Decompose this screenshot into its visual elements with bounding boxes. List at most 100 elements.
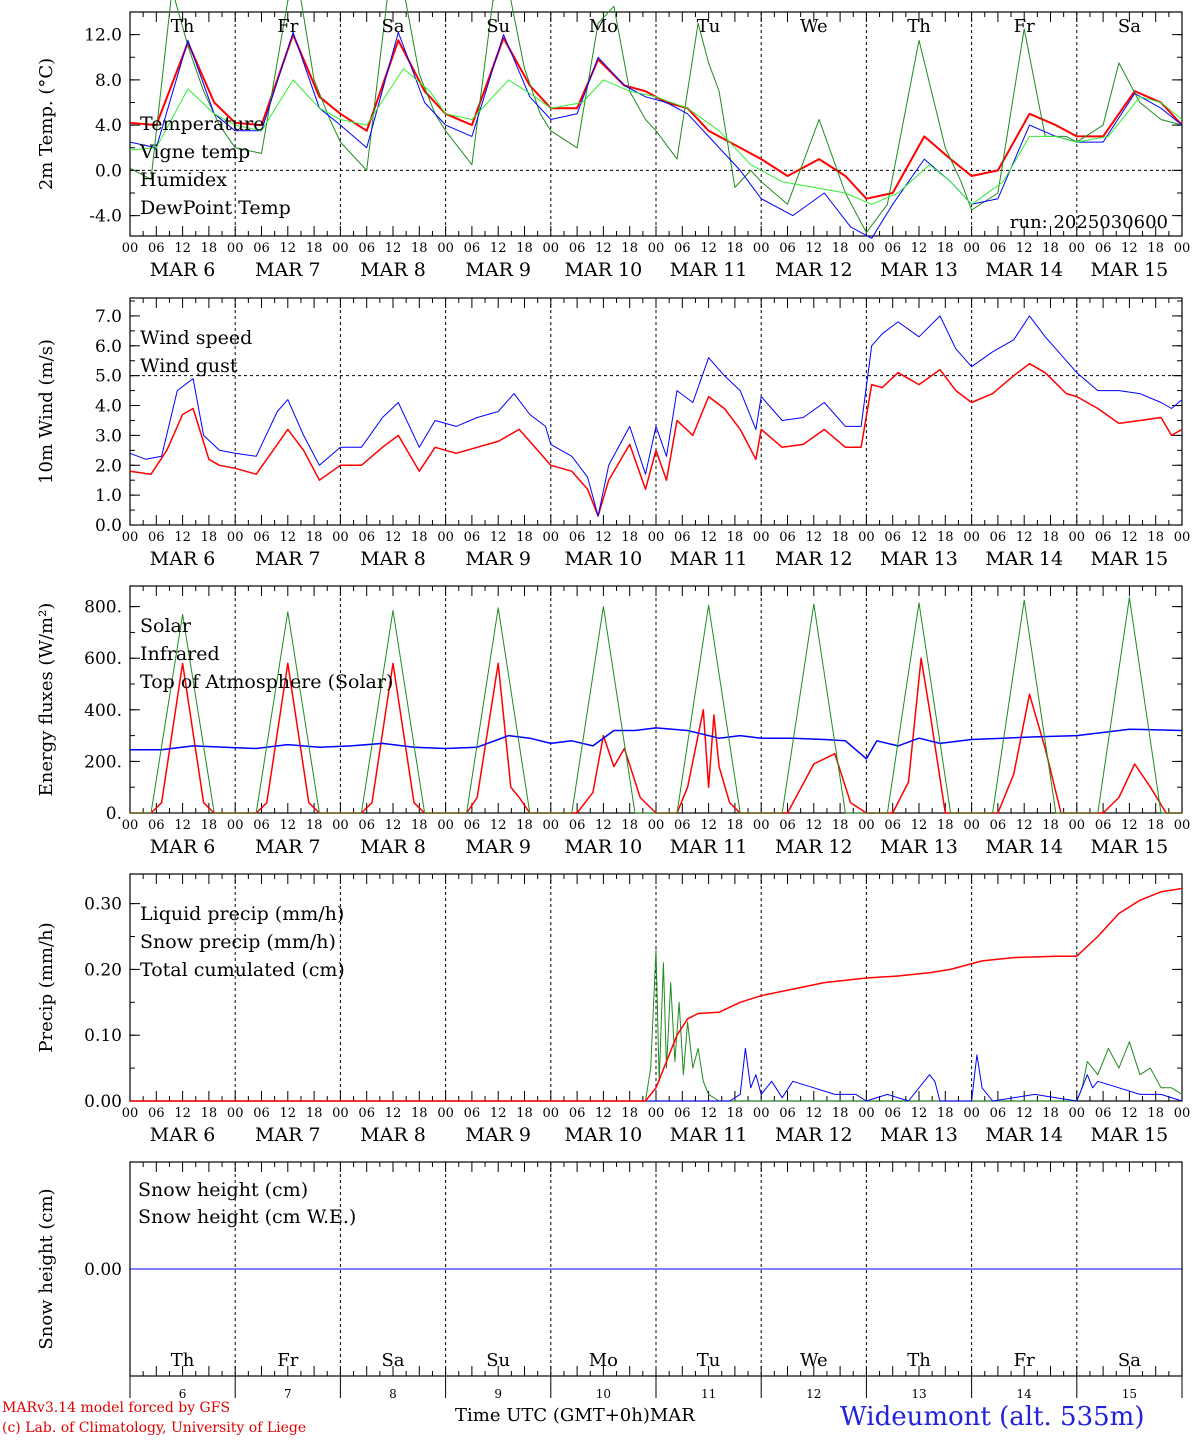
day-name: Sa — [1118, 16, 1141, 37]
y-tick-label: 4.0 — [95, 116, 122, 136]
date-label: MAR 13 — [880, 548, 958, 570]
x-axis-label: Time UTC (GMT+0h)MAR — [455, 1405, 695, 1426]
hour-label: 18 — [201, 241, 218, 256]
panel-5: 0.00 Snow height (cm) Snow height (cm W.E.… — [36, 1161, 1183, 1401]
y-tick-label: 0.20 — [84, 960, 122, 980]
y-tick-label: 1.0 — [95, 486, 122, 506]
hour-label: 12 — [280, 1106, 297, 1121]
hour-label: 00 — [963, 818, 980, 833]
day-name: Th — [907, 16, 931, 37]
hour-label: 06 — [569, 1106, 586, 1121]
hour-label: 06 — [779, 1106, 796, 1121]
day-number: 13 — [911, 1387, 926, 1401]
date-label: MAR 6 — [150, 1124, 216, 1146]
hour-label: 12 — [490, 1106, 507, 1121]
hour-label: 12 — [1016, 1106, 1033, 1121]
hour-label: 00 — [122, 241, 139, 256]
date-label: MAR 14 — [985, 1124, 1063, 1146]
hour-label: 12 — [280, 818, 297, 833]
hour-label: 06 — [779, 818, 796, 833]
date-label: MAR 11 — [670, 1124, 748, 1146]
day-number: 8 — [389, 1387, 397, 1401]
date-label: MAR 11 — [670, 259, 748, 281]
hour-label: 00 — [122, 1106, 139, 1121]
date-label: MAR 9 — [465, 548, 531, 570]
hour-label: 18 — [1147, 818, 1164, 833]
hour-label: 06 — [674, 530, 691, 545]
hour-label: 00 — [963, 241, 980, 256]
hour-label: 12 — [1016, 818, 1033, 833]
date-label: MAR 11 — [670, 836, 748, 858]
series-line-infrared — [130, 727, 1183, 760]
hour-label: 06 — [569, 241, 586, 256]
y-tick-label: 2.0 — [95, 456, 122, 476]
hour-label: 00 — [437, 530, 454, 545]
hour-label: 00 — [543, 530, 560, 545]
hour-label: 12 — [385, 1106, 402, 1121]
hour-label: 00 — [1174, 530, 1191, 545]
legend-entry: Infrared — [140, 643, 220, 665]
legend-entry: Wind gust — [140, 355, 238, 377]
day-number: 10 — [596, 1387, 611, 1401]
date-label: MAR 14 — [985, 548, 1063, 570]
hour-label: 00 — [753, 241, 770, 256]
series-line-snow-precip-mm-h- — [130, 1047, 1183, 1102]
hour-label: 18 — [1147, 241, 1164, 256]
day-name: Tu — [697, 16, 721, 37]
hour-label: 12 — [174, 241, 191, 256]
date-label: MAR 12 — [775, 836, 853, 858]
hour-label: 12 — [490, 241, 507, 256]
hour-label: 18 — [1147, 530, 1164, 545]
y-tick-label: 800. — [84, 598, 122, 618]
hour-label: 00 — [1174, 1106, 1191, 1121]
hour-label: 06 — [884, 530, 901, 545]
hour-label: 00 — [1174, 241, 1191, 256]
hour-label: 00 — [227, 241, 244, 256]
day-name: Mo — [589, 16, 618, 37]
series-line-wind-gust — [129, 315, 1183, 517]
hour-label: 00 — [332, 241, 349, 256]
hour-label: 12 — [1121, 1106, 1138, 1121]
date-label: MAR 14 — [985, 259, 1063, 281]
hour-label: 18 — [516, 818, 533, 833]
y-tick-label: 5.0 — [95, 367, 122, 387]
date-label: MAR 15 — [1091, 548, 1169, 570]
hour-label: 06 — [253, 1106, 270, 1121]
date-label: MAR 6 — [150, 548, 216, 570]
hour-label: 06 — [464, 530, 481, 545]
day-name: Fr — [277, 16, 298, 37]
day-name: Th — [171, 1350, 195, 1371]
legend-entry: Wind speed — [140, 327, 252, 349]
hour-label: 06 — [569, 530, 586, 545]
y-tick-label: 200. — [84, 752, 122, 772]
hour-label: 06 — [990, 1106, 1007, 1121]
series-line-liquid-precip-mm-h- — [130, 949, 1183, 1102]
hour-label: 00 — [1069, 1106, 1086, 1121]
hour-label: 12 — [700, 530, 717, 545]
y-tick-label: 0.00 — [84, 1260, 122, 1280]
date-label: MAR 9 — [465, 1124, 531, 1146]
hour-label: 18 — [937, 530, 954, 545]
footer-credit-1: MARv3.14 model forced by GFS — [2, 1400, 231, 1416]
date-label: MAR 7 — [255, 836, 321, 858]
y-tick-label: 600. — [84, 649, 122, 669]
panel-2: 0.0 1.0 2.0 3.0 4.0 5.0 6.0 7.0 Wind speed Wind g… — [36, 297, 1191, 570]
hour-label: 18 — [832, 818, 849, 833]
hour-label: 18 — [621, 1106, 638, 1121]
hour-label: 12 — [700, 818, 717, 833]
hour-label: 12 — [490, 818, 507, 833]
legend-entry: Snow precip (mm/h) — [140, 931, 336, 953]
y-axis-label: Energy fluxes (W/m²) — [36, 603, 57, 797]
hour-label: 18 — [516, 1106, 533, 1121]
legend-entry: Snow height (cm W.E.) — [138, 1206, 356, 1228]
hour-label: 00 — [963, 1106, 980, 1121]
hour-label: 00 — [437, 818, 454, 833]
y-tick-label: 12.0 — [84, 26, 122, 46]
series-line-humidex — [129, 31, 1183, 239]
hour-label: 18 — [306, 530, 323, 545]
hour-label: 06 — [253, 818, 270, 833]
date-label: MAR 13 — [880, 836, 958, 858]
date-label: MAR 8 — [360, 548, 426, 570]
day-number: 11 — [701, 1387, 716, 1401]
hour-label: 18 — [411, 530, 428, 545]
